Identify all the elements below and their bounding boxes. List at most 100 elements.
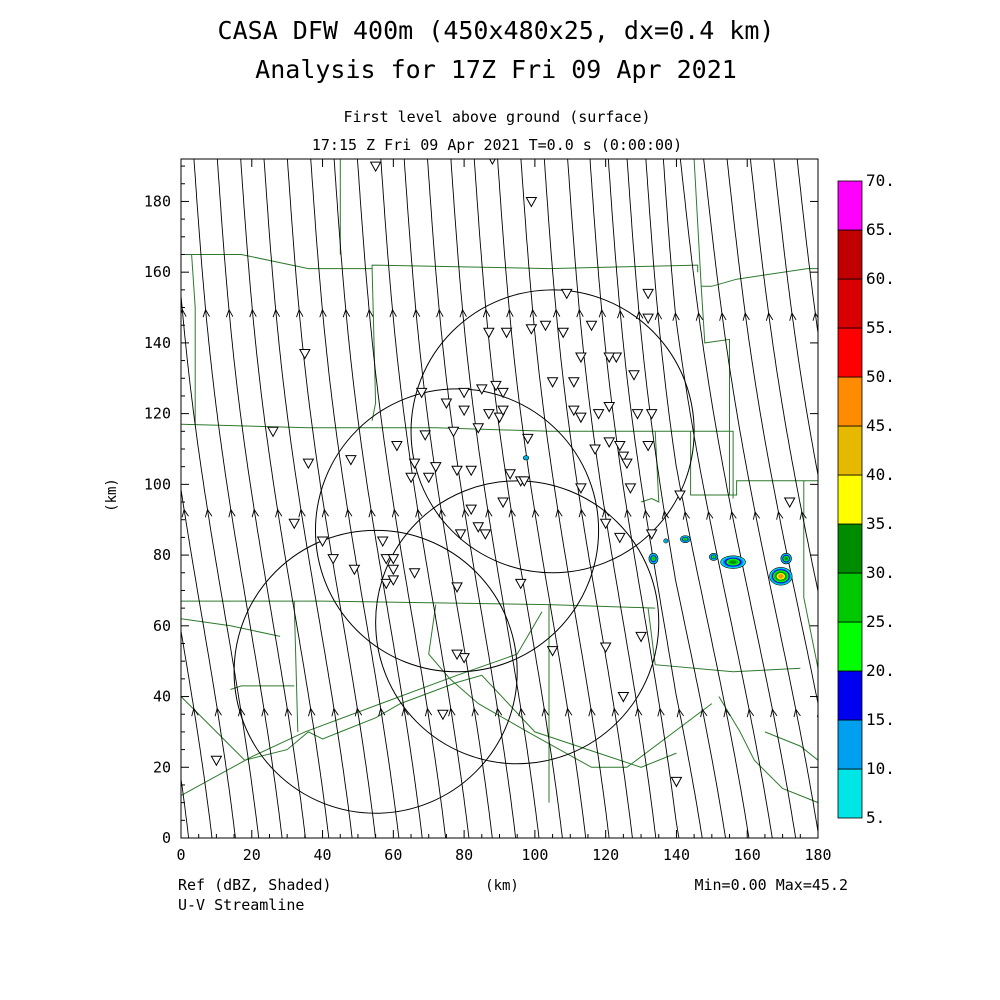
station-marker bbox=[567, 405, 580, 417]
streamline bbox=[263, 159, 353, 838]
y-tick-label: 120 bbox=[144, 405, 171, 423]
station-marker bbox=[613, 532, 626, 544]
station-marker bbox=[440, 398, 453, 410]
streamline-arrow bbox=[225, 308, 234, 318]
station-marker bbox=[483, 327, 495, 339]
station-marker bbox=[497, 497, 509, 509]
station-marker bbox=[645, 409, 658, 420]
x-tick-label: 180 bbox=[804, 846, 831, 864]
x-tick-label: 40 bbox=[314, 846, 332, 864]
station-marker bbox=[391, 440, 403, 452]
streamline-arrow bbox=[723, 708, 731, 718]
station-marker bbox=[472, 522, 485, 533]
station-marker bbox=[345, 455, 357, 466]
reflectivity-echoes bbox=[522, 455, 793, 586]
station-marker bbox=[454, 529, 467, 540]
streamline-arrow bbox=[482, 308, 491, 318]
streamline-arrow bbox=[552, 308, 561, 318]
streamline bbox=[679, 159, 797, 838]
streamline-arrow bbox=[298, 508, 306, 518]
station-marker bbox=[599, 518, 612, 530]
radar-range-rings bbox=[233, 289, 695, 814]
station-marker bbox=[567, 377, 580, 388]
streamline-arrow bbox=[354, 707, 363, 717]
x-tick-label: 60 bbox=[384, 846, 402, 864]
station-marker bbox=[642, 440, 654, 452]
colorbar-swatch bbox=[837, 180, 863, 231]
streamline bbox=[286, 159, 376, 838]
radar-ring bbox=[233, 529, 518, 814]
streamline bbox=[181, 290, 260, 838]
streamline-arrow bbox=[181, 308, 187, 317]
streamline bbox=[181, 628, 213, 838]
y-tick-label: 40 bbox=[153, 688, 171, 706]
streamline-arrow bbox=[676, 708, 684, 718]
county-line bbox=[181, 600, 656, 609]
station-marker bbox=[497, 405, 509, 417]
colorbar-swatch bbox=[837, 621, 863, 672]
streamline-arrow bbox=[415, 508, 423, 518]
streamline-arrow bbox=[485, 508, 493, 518]
streamline-arrow bbox=[214, 707, 222, 717]
streamline-arrow bbox=[368, 508, 376, 518]
streamline-arrow bbox=[506, 308, 514, 318]
streamline bbox=[333, 159, 423, 838]
streamline-arrow bbox=[657, 707, 665, 717]
streamline bbox=[497, 159, 587, 838]
streamline-arrow bbox=[661, 510, 669, 520]
colorbar-label: 60. bbox=[866, 269, 895, 288]
station-marker bbox=[451, 582, 463, 593]
echo-cell bbox=[778, 574, 783, 578]
station-marker bbox=[621, 458, 633, 470]
station-marker bbox=[387, 575, 400, 586]
station-marker bbox=[518, 476, 531, 487]
streamline bbox=[749, 159, 818, 594]
station-marker bbox=[592, 409, 605, 420]
streamline-arrow bbox=[401, 707, 409, 717]
station-marker bbox=[458, 387, 470, 399]
streamline-arrow bbox=[682, 510, 690, 520]
station-marker bbox=[539, 320, 552, 332]
streamline-arrow bbox=[345, 508, 353, 518]
radar-ring bbox=[314, 388, 600, 673]
colorbar-swatch bbox=[837, 229, 863, 280]
streamline-arrow bbox=[448, 707, 456, 717]
colorbar-label: 30. bbox=[866, 563, 895, 582]
station-marker bbox=[451, 649, 463, 661]
station-marker bbox=[316, 536, 329, 547]
streamline bbox=[567, 159, 657, 838]
colorbar: 5. 10. 15. 20. 25. 30. 35. 40. 45. 50. 55. 60. 65. 70… bbox=[837, 171, 895, 827]
streamline-arrow bbox=[729, 510, 737, 520]
station-marker bbox=[422, 472, 435, 484]
streamline bbox=[589, 159, 680, 838]
county-line bbox=[181, 611, 543, 797]
streamline-arrow bbox=[181, 508, 189, 518]
streamline-arrow bbox=[275, 508, 283, 518]
station-marker bbox=[497, 387, 509, 399]
plot-area bbox=[181, 159, 818, 838]
streamline-arrow bbox=[635, 310, 644, 320]
colorbar-label: 15. bbox=[866, 710, 895, 729]
streamline-arrow bbox=[424, 707, 433, 717]
station-marker bbox=[521, 433, 534, 445]
streamline-arrow bbox=[654, 311, 663, 320]
streamline bbox=[310, 159, 400, 838]
streamline-arrow bbox=[461, 508, 470, 518]
time-label: 17:15 Z Fri 09 Apr 2021 T=0.0 s (0:00:00… bbox=[312, 136, 682, 154]
streamline-arrow bbox=[564, 707, 573, 717]
station-marker bbox=[451, 465, 463, 477]
station-marker bbox=[302, 458, 315, 470]
streamline-arrow bbox=[700, 708, 708, 718]
echo-cell bbox=[730, 560, 737, 564]
colorbar-swatch bbox=[837, 523, 863, 574]
streamline bbox=[703, 159, 818, 835]
title-line-1: CASA DFW 400m (450x480x25, dx=0.4 km) bbox=[218, 16, 775, 45]
colorbar-swatch bbox=[837, 425, 863, 476]
county-line bbox=[191, 254, 196, 425]
streamline bbox=[216, 159, 306, 838]
streamline-arrow bbox=[719, 312, 727, 321]
station-marker bbox=[465, 465, 478, 477]
streamline-arrow bbox=[588, 707, 596, 717]
county-boundaries bbox=[181, 159, 818, 804]
colorbar-swatch bbox=[837, 474, 863, 525]
